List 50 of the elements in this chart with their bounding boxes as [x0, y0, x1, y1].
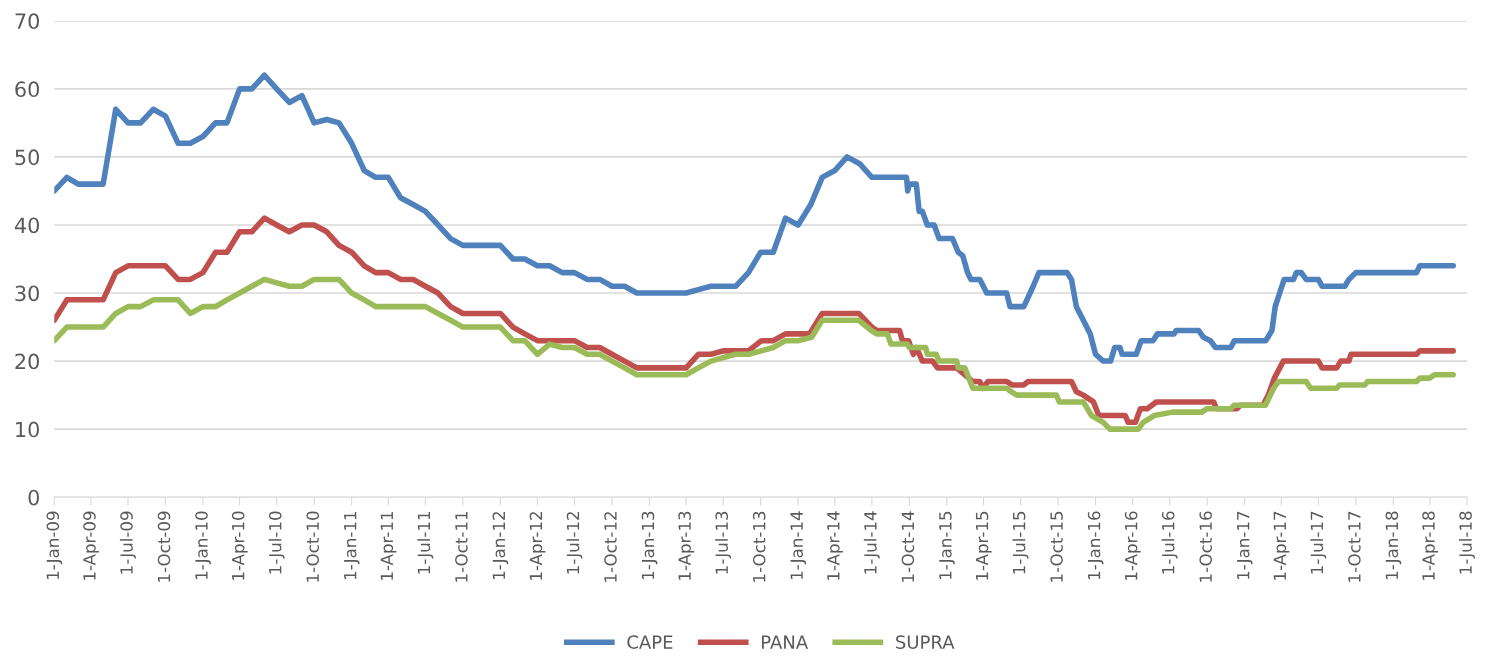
x-tick-label: 1-Jul-10: [268, 511, 285, 574]
x-tick-label: 1-Oct-13: [752, 511, 766, 582]
x-tick-label: 1-Apr-10: [231, 511, 248, 580]
x-tick-label: 1-Jan-12: [492, 512, 509, 580]
y-tick-label: 60: [15, 81, 39, 98]
x-tick-label: 1-Apr-18: [1422, 511, 1439, 580]
x-tick-label: 1-Jan-17: [1237, 511, 1253, 580]
x-tick-label: 1-Oct-16: [1199, 511, 1212, 582]
y-tick-label: 70: [15, 13, 39, 30]
x-tick-label: 1-Jul-15: [1012, 511, 1029, 574]
x-tick-label: 1-Jan-18: [1385, 511, 1402, 580]
x-tick-label: 1-Jul-09: [119, 511, 136, 574]
x-tick-label: 1-Apr-09: [83, 511, 99, 580]
x-tick-label: 1-Jan-09: [46, 511, 63, 580]
legend-label: CAPE: [627, 635, 673, 649]
y-tick-label: 0: [28, 489, 39, 506]
x-tick-label: 1-Jul-11: [417, 511, 434, 574]
x-tick-label: 1-Apr-15: [975, 511, 992, 580]
y-tick-label: 20: [15, 353, 39, 370]
x-tick-label: 1-Apr-16: [1124, 511, 1141, 580]
x-tick-label: 1-Apr-17: [1273, 511, 1290, 580]
x-tick-label: 1-Jul-14: [863, 511, 880, 574]
x-tick-label: 1-Jan-15: [939, 511, 955, 580]
x-tick-label: 1-Jan-13: [641, 511, 658, 580]
x-tick-label: 1-Jul-17: [1310, 511, 1327, 574]
x-tick-label: 1-Oct-11: [455, 511, 468, 582]
x-tick-label: 1-Jan-11: [344, 511, 360, 580]
x-tick-label: 1-Apr-11: [380, 511, 397, 580]
x-tick-label: 1-Oct-12: [604, 512, 617, 582]
legend-label: PANA: [762, 635, 809, 649]
x-tick-label: 1-Jan-10: [195, 511, 211, 580]
x-tick-label: 1-Jul-16: [1161, 511, 1178, 574]
x-tick-label: 1-Jul-13: [715, 511, 732, 574]
x-tick-label: 1-Apr-14: [827, 511, 843, 580]
x-tick-label: 1-Oct-10: [306, 511, 319, 582]
x-tick-label: 1-Oct-14: [901, 511, 915, 582]
x-tick-label: 1-Jan-14: [790, 511, 807, 580]
x-tick-label: 1-Jul-12: [566, 512, 583, 574]
x-tick-label: 1-Jan-16: [1087, 511, 1104, 580]
x-tick-label: 1-Oct-09: [157, 511, 171, 582]
x-tick-label: 1-Apr-13: [678, 511, 695, 580]
y-tick-label: 40: [14, 217, 39, 234]
x-tick-label: 1-Oct-15: [1050, 511, 1063, 582]
x-tick-label: 1-Jul-18: [1459, 511, 1475, 574]
legend-label: SUPRA: [896, 635, 955, 649]
y-tick-label: 50: [15, 149, 39, 166]
x-tick-label: 1-Apr-12: [529, 512, 546, 580]
y-tick-label: 30: [15, 285, 39, 302]
y-tick-label: 10: [16, 421, 39, 438]
x-tick-label: 1-Oct-17: [1348, 511, 1361, 582]
